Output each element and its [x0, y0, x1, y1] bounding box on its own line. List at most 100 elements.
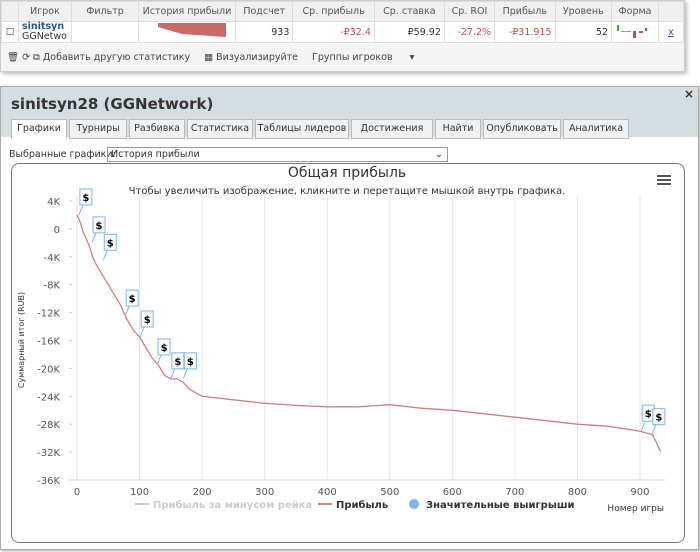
- y-tick-label: -36K: [37, 476, 60, 487]
- tab[interactable]: Турниры: [69, 119, 127, 139]
- y-axis-label: Суммарный итог (RUB): [17, 292, 26, 388]
- flag-text: $: [655, 413, 662, 424]
- form-cell: [611, 21, 659, 43]
- flag-pole: [78, 204, 84, 216]
- x-tick-label: 700: [505, 487, 524, 498]
- header-cell: [1, 1, 19, 22]
- flag: [157, 338, 171, 356]
- tab[interactable]: Найти: [435, 119, 481, 139]
- flag: [125, 289, 139, 307]
- tab[interactable]: Разбивка: [129, 119, 185, 139]
- x-tick-label: 800: [568, 487, 587, 498]
- header-cell[interactable]: Подсчет: [234, 1, 294, 22]
- player-cell[interactable]: sinitsyn GGNetwo: [18, 21, 72, 43]
- legend-symbol: [409, 499, 419, 509]
- flag: [92, 216, 106, 234]
- y-tick-label: -28K: [37, 420, 60, 431]
- header-cell[interactable]: Ср. прибыль: [292, 1, 375, 22]
- player-panel: sinitsyn28 (GGNetwork) × Графики Турниры Р…: [0, 86, 699, 550]
- flag-text: $: [645, 409, 652, 420]
- tab[interactable]: Таблицы лидеров: [255, 119, 349, 139]
- flag-pole: [640, 420, 646, 432]
- y-tick-label: 4K: [47, 197, 60, 208]
- select-label: Выбранные графики:: [9, 149, 116, 160]
- win-flag: $: [182, 352, 197, 380]
- win-flag: $: [78, 188, 93, 216]
- chart-frame: [11, 163, 685, 543]
- win-flag: $: [156, 338, 171, 366]
- profit-line: [76, 214, 662, 452]
- flag-pole: [651, 424, 657, 435]
- sparkline: [158, 22, 226, 37]
- close-button[interactable]: ×: [683, 87, 694, 101]
- remove[interactable]: x: [658, 21, 684, 43]
- menu-icon[interactable]: [657, 175, 671, 185]
- tab[interactable]: Статистика: [187, 119, 253, 139]
- y-tick-label: -4K: [43, 253, 60, 264]
- flag: [171, 352, 185, 370]
- tab[interactable]: Опубликовать: [483, 119, 561, 139]
- flag-pole: [156, 354, 162, 366]
- flag-text: $: [82, 193, 89, 204]
- legend-label: Значительные выигрыши: [426, 500, 575, 511]
- x-tick-label: 600: [443, 487, 462, 498]
- y-tick-label: -12K: [37, 309, 60, 320]
- flag-text: $: [174, 357, 181, 368]
- avg-roi: -27.2%: [443, 21, 496, 43]
- toolbar: 🗑 ⟳ ⧉ Добавить другую статистику ▦ Визуал…: [7, 52, 415, 63]
- x-tick-label: 500: [380, 487, 399, 498]
- chart-select[interactable]: История прибыли ⌄: [107, 147, 448, 162]
- avg-stake: ₽59.92: [373, 21, 445, 43]
- profit: -₽31.915: [494, 21, 556, 43]
- network: GGNetwo: [22, 31, 67, 42]
- stats-table: Игрок Фильтр История прибыли Подсчет Ср. при…: [1, 1, 684, 43]
- player-groups[interactable]: Группы игроков ▾: [312, 52, 415, 63]
- flag-text: $: [144, 315, 151, 326]
- header-cell[interactable]: Ср. ROI: [443, 1, 496, 22]
- flag: [103, 233, 117, 251]
- x-axis-label: Номер игры: [607, 504, 664, 514]
- flag: [79, 188, 93, 206]
- flag-pole: [182, 368, 188, 380]
- player[interactable]: sinitsyn: [22, 21, 65, 32]
- x-tick-label: 400: [318, 487, 337, 498]
- y-tick-label: -8K: [43, 281, 60, 292]
- count: 933: [234, 21, 294, 43]
- win-flag: $: [139, 310, 154, 338]
- y-tick-label: 0: [54, 225, 60, 236]
- player-groups-label[interactable]: Группы игроков: [312, 52, 393, 63]
- header-cell[interactable]: Уровень: [554, 1, 613, 22]
- flag-text: $: [107, 238, 114, 249]
- flag-text: $: [161, 343, 168, 354]
- win-flag: $: [640, 404, 655, 432]
- flag-pole: [139, 326, 145, 338]
- tab[interactable]: Аналитика: [563, 119, 629, 139]
- flag-pole: [170, 368, 176, 380]
- x-tick-label: 0: [74, 487, 80, 498]
- tab[interactable]: Графики: [11, 119, 67, 139]
- flag-text: $: [96, 221, 103, 232]
- y-tick-label: -16K: [37, 337, 60, 348]
- flag: [183, 352, 197, 370]
- level: 52: [554, 21, 613, 43]
- header-cell[interactable]: Прибыль: [494, 1, 556, 22]
- x-tick-label: 300: [255, 487, 274, 498]
- x-tick-label: 100: [130, 487, 149, 498]
- checkbox[interactable]: ☐: [1, 21, 19, 43]
- win-flag: $: [651, 408, 666, 435]
- visualize[interactable]: Визуализируйте: [216, 52, 299, 63]
- y-tick-label: -20K: [37, 364, 60, 375]
- add-stat[interactable]: Добавить другую статистику: [42, 52, 191, 63]
- tab[interactable]: Достижения: [351, 119, 433, 139]
- legend-label: Прибыль за минусом рейка: [153, 499, 312, 511]
- select-value[interactable]: История прибыли: [111, 149, 200, 160]
- form-bars: [617, 24, 647, 38]
- header-cell[interactable]: Форма: [611, 1, 659, 22]
- avg-profit: -₽32.4: [292, 21, 375, 43]
- flag: [140, 310, 154, 328]
- data-row: ☐ sinitsyn GGNetwo 933 -₽32.4 ₽59.92 -27.…: [1, 21, 684, 43]
- win-flag: $: [124, 289, 139, 317]
- flag-pole: [124, 305, 130, 317]
